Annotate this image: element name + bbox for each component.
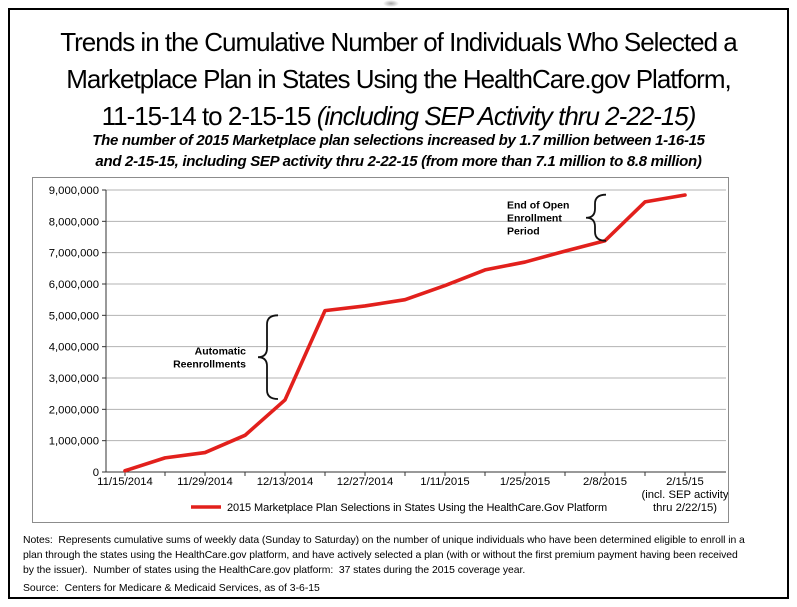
legend-label: 2015 Marketplace Plan Selections in Stat… xyxy=(227,502,607,514)
notes: Notes: Represents cumulative sums of wee… xyxy=(23,533,745,578)
scan-artifact xyxy=(383,0,399,7)
series-line xyxy=(123,193,687,473)
y-tick-label: 1,000,000 xyxy=(49,436,99,448)
y-tick-label: 0 xyxy=(93,467,99,479)
title-line-3: 11-15-14 to 2-15-15 (including SEP Activ… xyxy=(16,98,781,135)
title-line-3-sep-note: (including SEP Activity thru 2-22-15) xyxy=(310,101,697,131)
x-tick-label: 11/15/2014 xyxy=(97,476,153,488)
x-tick-label: 12/27/2014 xyxy=(337,476,394,488)
chart-title: Trends in the Cumulative Number of Indiv… xyxy=(16,24,781,135)
x-tick-label: 12/13/2014 xyxy=(257,476,314,488)
x-tick-label: 1/25/2015 xyxy=(500,476,550,488)
y-tick-label: 3,000,000 xyxy=(49,373,99,385)
notes-line-3: by the issuer). Number of states using t… xyxy=(23,565,526,576)
annotation-brace xyxy=(257,314,279,400)
annotation-label: Enrollment xyxy=(507,213,562,225)
legend: 2015 Marketplace Plan Selections in Stat… xyxy=(191,502,607,514)
title-line-1: Trends in the Cumulative Number of Indiv… xyxy=(60,27,738,57)
annotation-label: Period xyxy=(507,226,540,238)
x-tick-label: 1/11/2015 xyxy=(420,476,469,488)
y-tick-label: 4,000,000 xyxy=(49,342,99,354)
enrollment-line-chart: 0 1,000,000 2,000,000 3,000,000 4,000,000 5,0… xyxy=(49,185,729,514)
y-tick-label: 2,000,000 xyxy=(49,404,99,416)
x-tick-label: 2/8/2015 xyxy=(583,476,627,488)
notes-line-2: plan through the states using the Health… xyxy=(23,550,738,561)
annotation-label: Reenrollments xyxy=(173,359,246,371)
subtitle-line-1: The number of 2015 Marketplace plan sele… xyxy=(92,132,705,149)
y-axis-labels: 0 1,000,000 2,000,000 3,000,000 4,000,000 5,0… xyxy=(49,185,106,479)
notes-line-1: Notes: Represents cumulative sums of wee… xyxy=(23,535,745,546)
y-tick-label: 7,000,000 xyxy=(49,248,99,260)
chart-subtitle: The number of 2015 Marketplace plan sele… xyxy=(20,130,777,172)
y-tick-label: 9,000,000 xyxy=(49,185,99,197)
figure-border: Trends in the Cumulative Number of Indiv… xyxy=(8,8,789,599)
title-line-3-dates: 11-15-14 to 2-15-15 xyxy=(101,101,312,131)
x-axis-labels: 11/15/2014 11/29/2014 12/13/2014 12/27/2014… xyxy=(97,476,729,514)
y-tick-label: 6,000,000 xyxy=(49,279,99,291)
y-tick-label: 8,000,000 xyxy=(49,216,99,228)
x-tick-label: (incl. SEP activity xyxy=(641,489,728,501)
y-tick-label: 5,000,000 xyxy=(49,310,99,322)
chart-frame: 0 1,000,000 2,000,000 3,000,000 4,000,000 5,0… xyxy=(32,177,729,523)
x-axis-ticks xyxy=(124,472,686,476)
x-tick-label: 11/29/2014 xyxy=(177,476,233,488)
annotation-brace xyxy=(585,193,607,242)
annotation-label: Automatic xyxy=(195,346,246,358)
annotation-label: End of Open xyxy=(507,200,569,212)
y-gridlines xyxy=(106,189,726,442)
title-line-2: Marketplace Plan in States Using the Hea… xyxy=(66,64,731,94)
x-tick-label: 2/15/15 xyxy=(666,476,704,488)
subtitle-line-2: and 2-15-15, including SEP activity thru… xyxy=(95,153,702,170)
source-line: Source: Centers for Medicare & Medicaid … xyxy=(23,583,320,594)
x-tick-label: thru 2/22/15) xyxy=(653,502,717,514)
